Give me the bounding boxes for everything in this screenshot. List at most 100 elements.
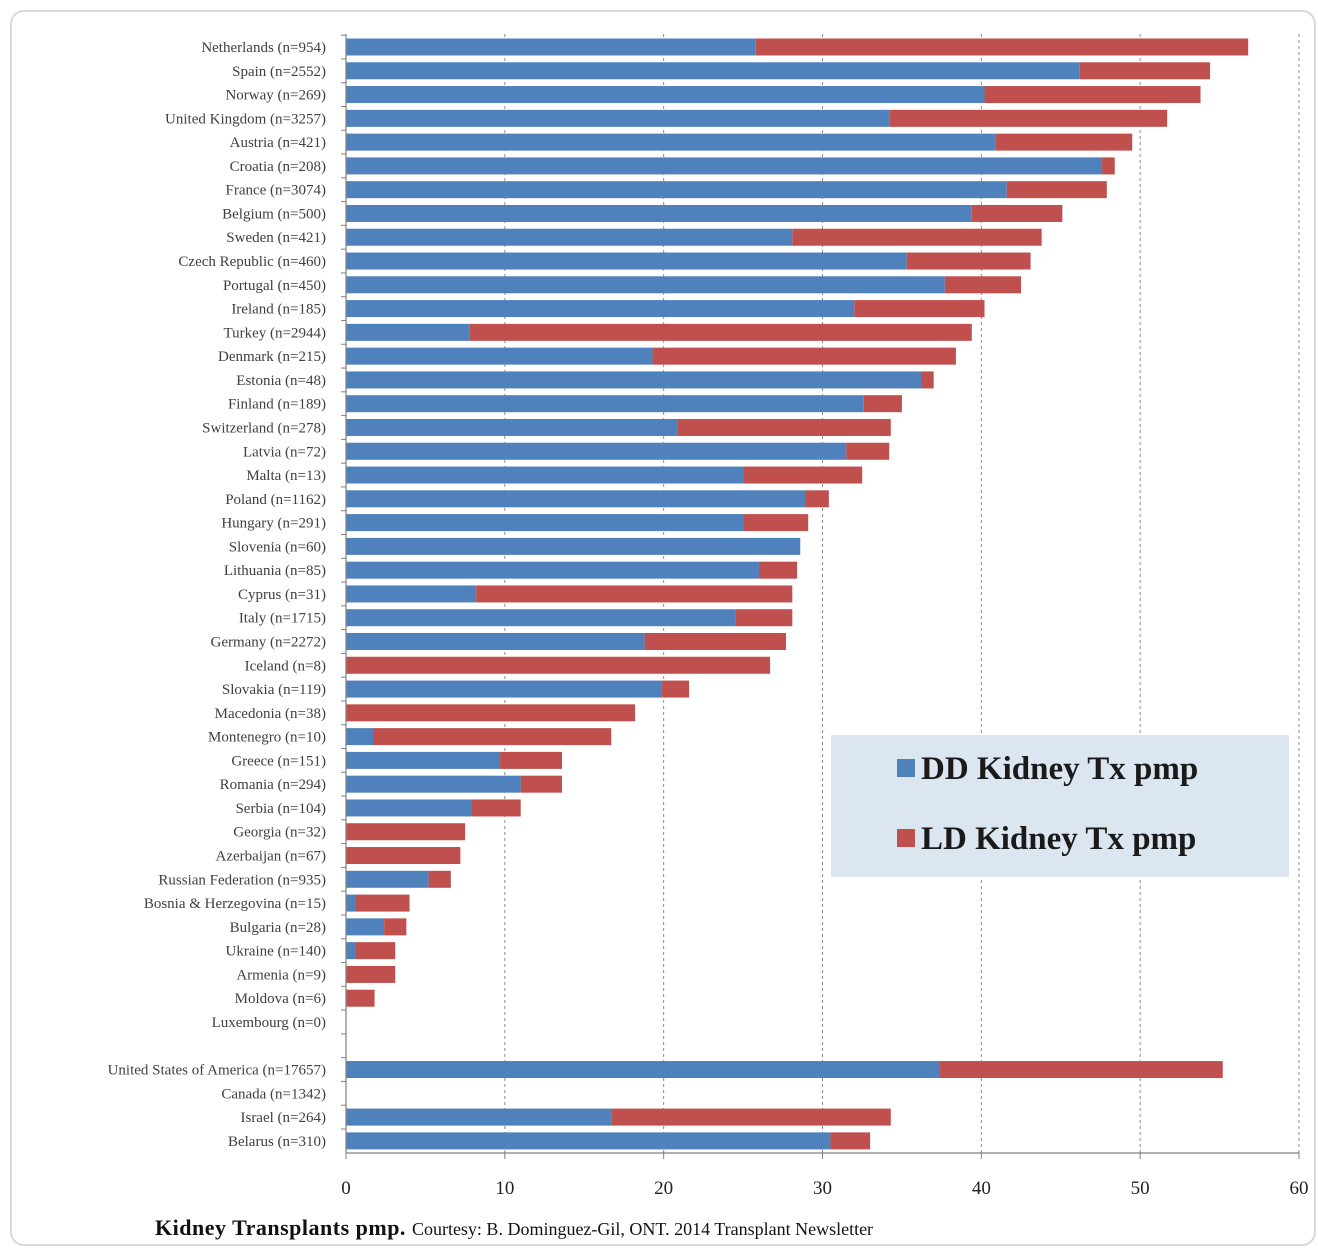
bar-ld [611, 1108, 891, 1126]
category-label: Croatia (n=208) [230, 159, 326, 175]
bar-ld [1006, 181, 1107, 199]
bar-dd [346, 371, 921, 389]
legend-item-ld: LD Kidney Tx pmp [897, 821, 1196, 858]
category-label: Ukraine (n=140) [225, 944, 326, 960]
bar-ld [355, 894, 410, 912]
category-label: Luxembourg (n=0) [212, 1015, 326, 1031]
category-label: Azerbaijan (n=67) [216, 849, 327, 865]
bar-ld [662, 680, 690, 698]
category-label: Estonia (n=48) [236, 373, 326, 389]
bar-dd [346, 870, 429, 888]
category-label: Romania (n=294) [220, 777, 326, 793]
x-tick-label: 40 [972, 1178, 991, 1199]
bar-dd [346, 609, 736, 627]
legend-swatch-dd [897, 759, 915, 778]
x-tick-label: 50 [1131, 1178, 1150, 1199]
category-label: Spain (n=2552) [232, 64, 326, 80]
bar-ld [500, 751, 563, 769]
bar-dd [346, 680, 663, 698]
bar-ld [830, 1132, 871, 1150]
bar-dd [346, 514, 744, 532]
bar-ld [346, 704, 636, 722]
category-label: Norway (n=269) [225, 88, 326, 104]
axes [341, 34, 1300, 1159]
category-label: Poland (n=1162) [225, 492, 326, 508]
category-label: Russian Federation (n=935) [158, 872, 326, 888]
category-label: Montenegro (n=10) [208, 730, 326, 746]
bar-ld [355, 942, 396, 960]
bar-ld [520, 775, 563, 793]
category-label: Netherlands (n=954) [201, 40, 326, 56]
bar-ld [346, 656, 771, 674]
bar-dd [346, 585, 477, 603]
bar-ld [995, 133, 1133, 151]
bar-dd [346, 181, 1007, 199]
category-label: Armenia (n=9) [236, 967, 326, 983]
bar-ld [384, 918, 407, 936]
bar-dd [346, 300, 855, 318]
category-label: Macedonia (n=38) [215, 706, 326, 722]
bar-ld [652, 347, 956, 365]
category-label: Finland (n=189) [228, 397, 326, 413]
category-label: Italy (n=1715) [239, 611, 326, 627]
bar-ld [906, 252, 1031, 270]
bar-dd [346, 466, 744, 484]
bar-ld [792, 228, 1042, 246]
category-label: Cyprus (n=31) [238, 587, 326, 603]
bar-ld [755, 38, 1249, 56]
x-tick-labels: 0 10 20 30 40 50 60 [341, 1178, 1308, 1199]
category-label: Belarus (n=310) [228, 1134, 326, 1150]
bar-ld [920, 371, 934, 389]
category-label: Iceland (n=8) [245, 658, 326, 674]
category-label: Turkey (n=2944) [224, 325, 327, 341]
x-tick-label: 0 [341, 1178, 351, 1199]
bar-dd [346, 561, 759, 579]
bar-dd [346, 942, 356, 960]
bar-dd [346, 537, 801, 555]
bar-ld [471, 799, 521, 817]
bar-dd [346, 133, 996, 151]
bar-dd [346, 418, 678, 436]
category-label: United States of America (n=17657) [108, 1063, 326, 1079]
bar-ld [846, 442, 890, 460]
category-label: Ireland (n=185) [231, 302, 326, 318]
bar-dd [346, 228, 793, 246]
x-axis-label: Kidney Transplants pmp. [155, 1215, 406, 1240]
category-label: Serbia (n=104) [235, 801, 326, 817]
category-label: Israel (n=264) [240, 1110, 326, 1126]
bar-ld [476, 585, 793, 603]
category-label: Switzerland (n=278) [202, 420, 326, 436]
x-tick-label: 60 [1290, 1178, 1309, 1199]
bar-ld [758, 561, 798, 579]
bars [346, 38, 1249, 1150]
legend-swatch-ld [897, 829, 915, 848]
category-label: Bosnia & Herzegovina (n=15) [144, 896, 326, 912]
bar-dd [346, 799, 472, 817]
legend: DD Kidney Tx pmp LD Kidney Tx pmp [831, 735, 1289, 877]
bar-dd [346, 442, 847, 460]
bar-ld [373, 728, 612, 746]
bar-ld [805, 490, 829, 508]
category-label: Bulgaria (n=28) [230, 920, 326, 936]
category-label: Germany (n=2272) [210, 635, 326, 651]
bar-dd [346, 918, 385, 936]
bar-ld [984, 86, 1201, 104]
legend-label-dd: DD Kidney Tx pmp [921, 751, 1199, 787]
bar-dd [346, 109, 890, 127]
bar-ld [346, 823, 466, 841]
category-label: Moldova (n=6) [235, 991, 326, 1007]
bar-dd [346, 1108, 612, 1126]
category-label: Greece (n=151) [231, 753, 326, 769]
x-axis-title: Kidney Transplants pmp. Courtesy: B. Domi… [155, 1215, 873, 1241]
category-label: Hungary (n=291) [221, 516, 326, 532]
bar-dd [346, 1061, 941, 1079]
category-label: Denmark (n=215) [218, 349, 326, 365]
bar-ld [971, 204, 1063, 222]
category-label: United Kingdom (n=3257) [165, 111, 326, 127]
category-label: France (n=3074) [225, 183, 326, 199]
bar-dd [346, 395, 864, 413]
category-label: Slovenia (n=60) [229, 539, 326, 555]
category-label: Georgia (n=32) [233, 825, 326, 841]
category-label: Slovakia (n=119) [222, 682, 326, 698]
